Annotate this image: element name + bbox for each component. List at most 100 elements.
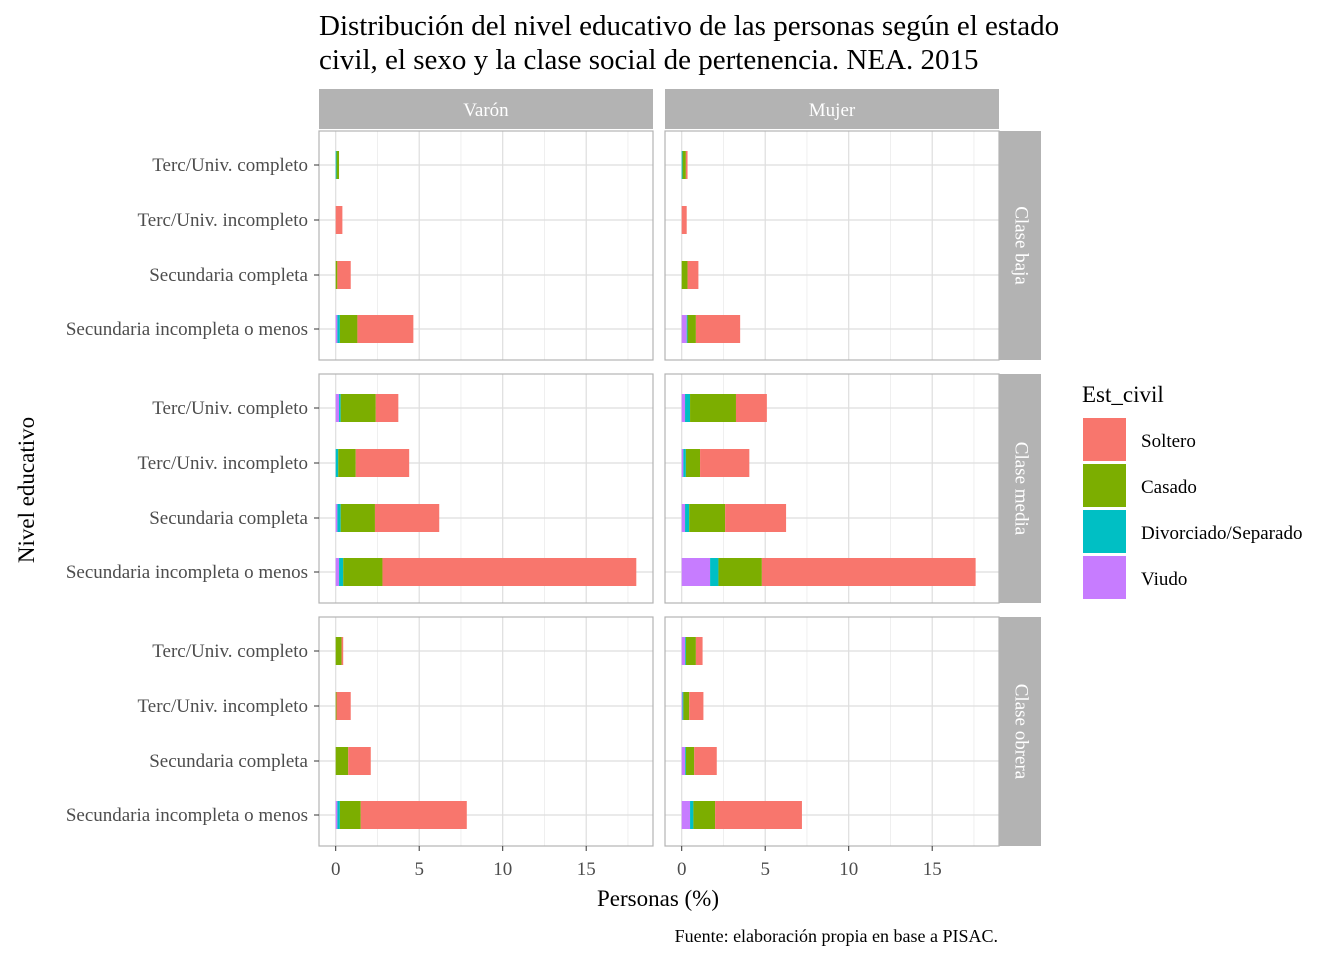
bar-secundaria-incompleta-o-menos-divorciado-separado xyxy=(337,801,340,829)
bar-terc-univ-incompleto-soltero xyxy=(355,449,410,477)
x-tick-label: 0 xyxy=(331,859,341,880)
bar-secundaria-incompleta-o-menos-casado xyxy=(718,558,762,586)
bar-terc-univ-completo-soltero xyxy=(695,637,703,665)
bar-terc-univ-incompleto-soltero xyxy=(681,206,687,234)
bar-terc-univ-incompleto-viudo xyxy=(681,449,684,477)
y-tick-label: Terc/Univ. incompleto xyxy=(138,696,309,717)
legend-entry: Viudo xyxy=(1141,569,1187,590)
bar-terc-univ-completo-casado xyxy=(335,637,342,665)
bar-secundaria-incompleta-o-menos-soltero xyxy=(360,801,467,829)
facet-strip-label: Mujer xyxy=(809,100,856,121)
panel-varon-clase-media xyxy=(318,373,654,604)
facet-strip-clase-baja xyxy=(999,131,1041,360)
bar-secundaria-incompleta-o-menos-soltero xyxy=(761,558,976,586)
panel-border xyxy=(664,130,1000,361)
bar-secundaria-incompleta-o-menos-divorciado-separado xyxy=(690,801,694,829)
bar-terc-univ-completo-viudo xyxy=(681,394,686,422)
x-tick-label: 5 xyxy=(760,859,770,880)
x-tick-label: 5 xyxy=(414,859,424,880)
facet-strip-clase-obrera xyxy=(999,617,1041,846)
bar-terc-univ-completo-divorciado-separado xyxy=(339,394,341,422)
facet-strip-label: Clase media xyxy=(1011,442,1032,536)
bar-secundaria-completa-soltero xyxy=(725,504,787,532)
facet-panels: Varón Mujer Clase baja Clase media Clase obr… xyxy=(318,89,1041,847)
bar-secundaria-incompleta-o-menos-viudo xyxy=(681,315,687,343)
legend-title: Est_civil xyxy=(1082,382,1164,407)
bar-terc-univ-completo-soltero xyxy=(375,394,399,422)
bar-secundaria-completa-soltero xyxy=(694,747,717,775)
y-tick-label: Terc/Univ. completo xyxy=(152,155,308,176)
bar-secundaria-incompleta-o-menos-viudo xyxy=(335,315,338,343)
bar-terc-univ-incompleto-soltero xyxy=(336,692,351,720)
panel-border xyxy=(664,616,1000,847)
bar-secundaria-completa-casado xyxy=(689,504,726,532)
legend-swatch-viudo xyxy=(1083,556,1126,599)
bar-terc-univ-completo-casado xyxy=(685,637,696,665)
bar-secundaria-completa-casado xyxy=(335,261,338,289)
bar-secundaria-incompleta-o-menos-divorciado-separado xyxy=(710,558,719,586)
bar-terc-univ-incompleto-casado xyxy=(335,692,337,720)
bar-secundaria-completa-soltero xyxy=(337,261,351,289)
panel-border xyxy=(318,130,654,361)
panel-border xyxy=(318,616,654,847)
bar-terc-univ-completo-casado xyxy=(690,394,736,422)
bar-secundaria-completa-casado xyxy=(335,747,349,775)
bar-secundaria-incompleta-o-menos-casado xyxy=(693,801,716,829)
bar-terc-univ-completo-casado xyxy=(682,151,686,179)
bar-secundaria-completa-soltero xyxy=(348,747,371,775)
chart-title: Distribución del nivel educativo de las … xyxy=(319,10,1059,76)
bar-secundaria-completa-casado xyxy=(681,261,688,289)
bar-terc-univ-incompleto-divorciado-separado xyxy=(683,449,686,477)
bar-terc-univ-completo-divorciado-separado xyxy=(681,151,683,179)
bar-secundaria-incompleta-o-menos-casado xyxy=(339,315,358,343)
bar-terc-univ-completo-soltero xyxy=(685,151,688,179)
bar-secundaria-completa-soltero xyxy=(687,261,699,289)
bar-terc-univ-incompleto-soltero xyxy=(700,449,750,477)
bar-secundaria-incompleta-o-menos-divorciado-separado xyxy=(686,315,688,343)
y-tick-label: Terc/Univ. incompleto xyxy=(138,453,309,474)
bar-secundaria-completa-casado xyxy=(685,747,695,775)
y-tick-label: Terc/Univ. incompleto xyxy=(138,210,309,231)
panel-border xyxy=(664,373,1000,604)
bar-terc-univ-completo-viudo xyxy=(681,637,686,665)
bar-secundaria-incompleta-o-menos-divorciado-separado xyxy=(339,558,344,586)
facet-strip-clase-media xyxy=(999,374,1041,603)
bar-terc-univ-completo-divorciado-separado xyxy=(685,394,691,422)
bar-secundaria-incompleta-o-menos-casado xyxy=(343,558,383,586)
legend-entry: Casado xyxy=(1141,477,1197,498)
bar-secundaria-incompleta-o-menos-viudo xyxy=(335,558,340,586)
y-tick-label: Secundaria completa xyxy=(149,508,308,529)
bar-secundaria-completa-viudo xyxy=(335,504,338,532)
bar-terc-univ-incompleto-casado xyxy=(683,692,690,720)
bar-secundaria-incompleta-o-menos-soltero xyxy=(715,801,802,829)
x-tick-label: 15 xyxy=(923,859,942,880)
legend-swatch-soltero xyxy=(1083,418,1126,461)
y-tick-label: Secundaria completa xyxy=(149,265,308,286)
y-tick-label: Secundaria incompleta o menos xyxy=(66,562,308,583)
bar-secundaria-incompleta-o-menos-casado xyxy=(339,801,361,829)
bar-terc-univ-incompleto-soltero xyxy=(689,692,704,720)
bar-secundaria-incompleta-o-menos-soltero xyxy=(382,558,637,586)
panel-mujer-clase-media xyxy=(664,373,1000,604)
caption: Fuente: elaboración propia en base a PIS… xyxy=(675,926,998,946)
bar-secundaria-incompleta-o-menos-casado xyxy=(687,315,696,343)
bar-secundaria-completa-divorciado-separado xyxy=(337,504,341,532)
y-tick-label: Terc/Univ. completo xyxy=(152,641,308,662)
panel-mujer-clase-baja xyxy=(664,130,1000,361)
x-tick-label: 10 xyxy=(493,859,512,880)
panel-mujer-clase-obrera xyxy=(664,616,1000,847)
legend-swatch-divorciado-separado xyxy=(1083,510,1126,553)
y-tick-label: Secundaria incompleta o menos xyxy=(66,805,308,826)
bar-terc-univ-completo-soltero xyxy=(735,394,767,422)
facet-strip-label: Varón xyxy=(463,100,509,121)
x-tick-label: 10 xyxy=(839,859,858,880)
bar-secundaria-completa-soltero xyxy=(374,504,440,532)
bar-terc-univ-completo-casado xyxy=(336,151,340,179)
y-tick-label: Secundaria incompleta o menos xyxy=(66,319,308,340)
x-tick-label: 15 xyxy=(577,859,596,880)
bar-terc-univ-completo-divorciado-separado xyxy=(335,151,337,179)
bar-terc-univ-incompleto-divorciado-separado xyxy=(335,449,339,477)
legend-swatch-casado xyxy=(1083,464,1126,507)
panel-varon-clase-obrera xyxy=(318,616,654,847)
bar-secundaria-incompleta-o-menos-viudo xyxy=(335,801,338,829)
